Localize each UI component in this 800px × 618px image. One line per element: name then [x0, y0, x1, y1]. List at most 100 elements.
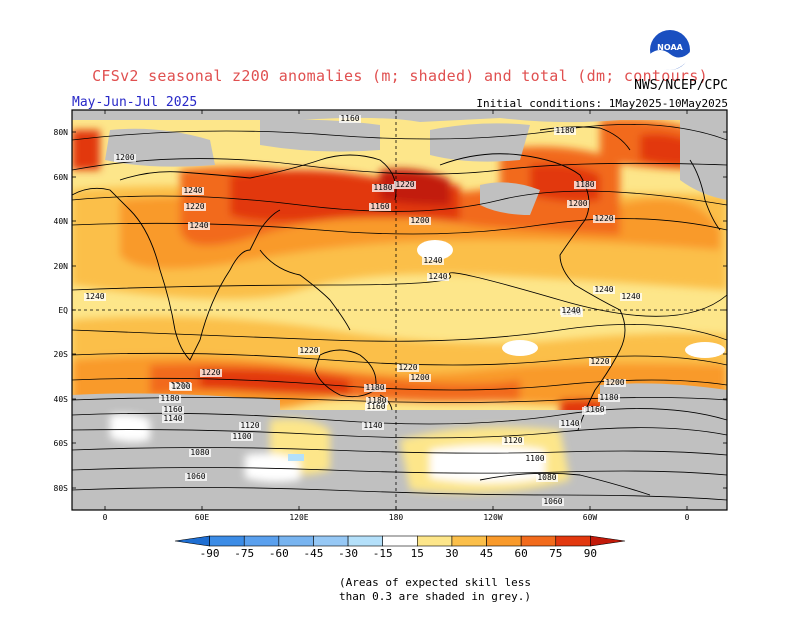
contour-label: 1180 — [160, 394, 179, 403]
contour-label-bg — [604, 379, 626, 387]
coastlines — [72, 126, 721, 496]
colorbar-cell — [382, 535, 418, 547]
lon-tick-label: 180 — [389, 513, 404, 522]
contour-label-bg — [593, 215, 615, 223]
colorbar-label: -90 — [200, 547, 220, 560]
contour-label-bg — [427, 273, 449, 281]
contour-label-bg — [162, 415, 184, 423]
colorbar-label: -45 — [304, 547, 324, 560]
contour-label: 1220 — [299, 346, 318, 355]
contour-label-bg — [589, 358, 611, 366]
contour-label: 1120 — [240, 421, 259, 430]
contour-label: 1100 — [232, 432, 251, 441]
neutral-patch-3 — [685, 342, 725, 358]
neutral-patch-1 — [417, 240, 453, 260]
skill-note: (Areas of expected skill less than 0.3 a… — [330, 576, 540, 604]
contour-label-bg — [554, 127, 576, 135]
contour-label: 1160 — [163, 405, 182, 414]
lon-tick-label: 0 — [685, 513, 690, 522]
contour-label: 1160 — [585, 405, 604, 414]
lat-tick-label: 60S — [54, 439, 69, 448]
lat-tick-label: 80N — [54, 128, 69, 137]
contour-label: 1240 — [183, 186, 202, 195]
colorbar-label: -75 — [234, 547, 254, 560]
contour-label: 1240 — [621, 292, 640, 301]
contour-label: 1180 — [373, 183, 392, 192]
neutral-patch-2 — [502, 340, 538, 356]
contour-label-bg — [188, 222, 210, 230]
colorbar-cell — [209, 535, 245, 547]
lat-tick-label: 20S — [54, 350, 69, 359]
lon-tick-label: 0 — [103, 513, 108, 522]
negative-anomaly-patch — [288, 454, 304, 461]
contour-label-bg — [231, 433, 253, 441]
lon-tick-label: 60W — [583, 513, 598, 522]
contour-label-bg — [185, 473, 207, 481]
contour-label: 1220 — [590, 357, 609, 366]
contour-label: 1240 — [594, 285, 613, 294]
lat-tick-label: 60N — [54, 173, 69, 182]
colorbar-label: 15 — [411, 547, 424, 560]
contour-label-bg — [394, 181, 416, 189]
colorbar-cell — [555, 535, 591, 547]
contour-label: 1220 — [201, 368, 220, 377]
contour-label-bg — [559, 420, 581, 428]
colorbar-label: 45 — [480, 547, 493, 560]
lat-tick-label: EQ — [58, 306, 68, 315]
colorbar-cell — [278, 535, 314, 547]
contour-label-bg — [560, 307, 582, 315]
contour-label: 1080 — [537, 473, 556, 482]
contour-label: 1200 — [605, 378, 624, 387]
contour-label: 1180 — [555, 126, 574, 135]
contour-label-bg — [114, 154, 136, 162]
season-label: May-Jun-Jul 2025 — [72, 95, 198, 110]
contour-label-bg — [397, 364, 419, 372]
contour-label-bg — [598, 394, 620, 402]
contour-label-bg — [502, 437, 524, 445]
colorbar-label: -60 — [269, 547, 289, 560]
contour-label: 1160 — [370, 202, 389, 211]
colorbar-cell — [174, 535, 210, 547]
contour-label: 1140 — [363, 421, 382, 430]
skill-note-line-2: than 0.3 are shaded in grey.) — [338, 590, 532, 603]
colorbar-label: 30 — [445, 547, 458, 560]
contour-label: 1140 — [163, 414, 182, 423]
lon-tick-label: 120E — [289, 513, 308, 522]
colorbar-label: 60 — [515, 547, 528, 560]
colorbar-cell — [243, 535, 280, 547]
colorbar-cell — [520, 535, 557, 547]
noaa-logo-text: NOAA — [657, 43, 683, 52]
longitude-ticks: 0 60E 120E 180 120W 60W 0 — [103, 110, 690, 522]
contour-label: 1200 — [115, 153, 134, 162]
skill-note-line-1: (Areas of expected skill less — [338, 576, 532, 589]
contour-label: 1160 — [340, 114, 359, 123]
colorbar-cell — [313, 535, 349, 547]
contour-label: 1240 — [189, 221, 208, 230]
contour-label: 1240 — [428, 272, 447, 281]
contour-label: 1200 — [568, 199, 587, 208]
contour-label-bg — [524, 455, 546, 463]
lat-tick-label: 40N — [54, 217, 69, 226]
lat-tick-label: 40S — [54, 395, 69, 404]
contour-label-bg — [567, 200, 589, 208]
contour-label-bg — [593, 286, 615, 294]
contour-label-bg — [84, 293, 106, 301]
noaa-logo: NOAA — [650, 30, 690, 70]
contour-label-bg — [170, 383, 192, 391]
latitude-ticks: 80N 60N 40N 20N EQ 20S 40S 60S 80S — [54, 128, 727, 493]
colorbar-label: -15 — [373, 547, 393, 560]
contour-label: 1200 — [171, 382, 190, 391]
contour-label-bg — [159, 395, 181, 403]
contour-label: 1180 — [365, 383, 384, 392]
contour-label: 1240 — [423, 256, 442, 265]
contour-label: 1220 — [395, 180, 414, 189]
colorbar-cell — [486, 535, 522, 547]
contour-labels: 1160 1180 1200 1220 1240 1240 1240 1240 1240 1220… — [84, 114, 642, 506]
contour-label-bg — [409, 374, 431, 382]
contour-label: 1180 — [367, 396, 386, 405]
contour-label-bg — [339, 115, 361, 123]
contour-label: 1200 — [410, 216, 429, 225]
contour-label-bg — [182, 187, 204, 195]
colorbar-label: 90 — [584, 547, 597, 560]
